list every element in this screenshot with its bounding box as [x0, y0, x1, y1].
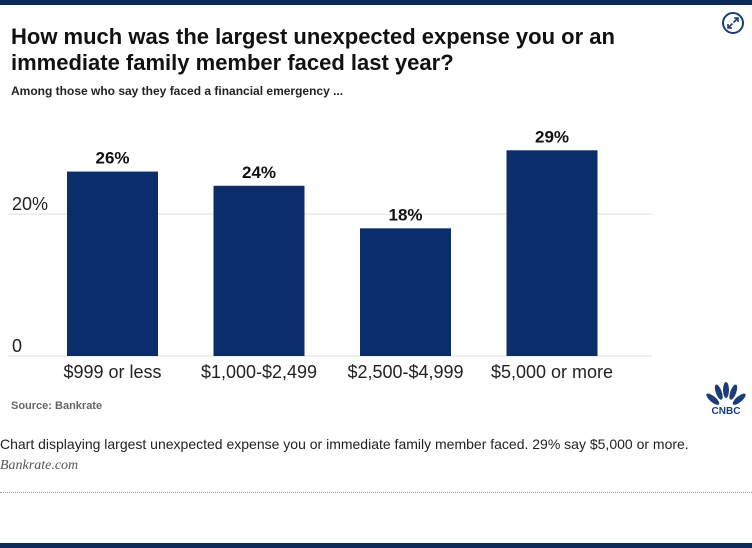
x-tick-label: $2,500-$4,999 [347, 362, 463, 382]
figure-credit: Bankrate.com [0, 458, 79, 473]
bar [360, 228, 451, 356]
data-label: 29% [535, 127, 569, 146]
expand-button[interactable] [722, 12, 744, 34]
divider [0, 492, 752, 493]
data-label: 24% [242, 163, 276, 182]
chart-subtitle: Among those who say they faced a financi… [11, 84, 344, 98]
data-label: 18% [388, 205, 422, 224]
top-accent-bar [0, 0, 752, 5]
figure-caption: Chart displaying largest unexpected expe… [0, 436, 689, 452]
x-tick-label: $1,000-$2,499 [201, 362, 317, 382]
bar [506, 150, 598, 356]
x-tick-label: $5,000 or more [491, 362, 613, 382]
bar [67, 171, 158, 356]
chart-title: How much was the largest unexpected expe… [11, 24, 615, 75]
bar [213, 185, 305, 356]
y-tick-label: 20% [12, 194, 48, 214]
brand-text: CNBC [712, 406, 741, 416]
cnbc-logo: CNBC [706, 382, 746, 416]
data-label: 26% [95, 149, 129, 168]
bar-chart: 0 20% 26% $999 or less 24% $1,000-$2,499 18% $2… [8, 127, 652, 382]
expand-arrows-icon [727, 17, 739, 29]
source-note: Source: Bankrate [11, 400, 103, 412]
y-tick-label: 0 [12, 336, 22, 356]
bottom-accent-bar [0, 543, 752, 548]
cnbc-peacock-icon [706, 382, 746, 405]
x-tick-label: $999 or less [63, 362, 161, 382]
